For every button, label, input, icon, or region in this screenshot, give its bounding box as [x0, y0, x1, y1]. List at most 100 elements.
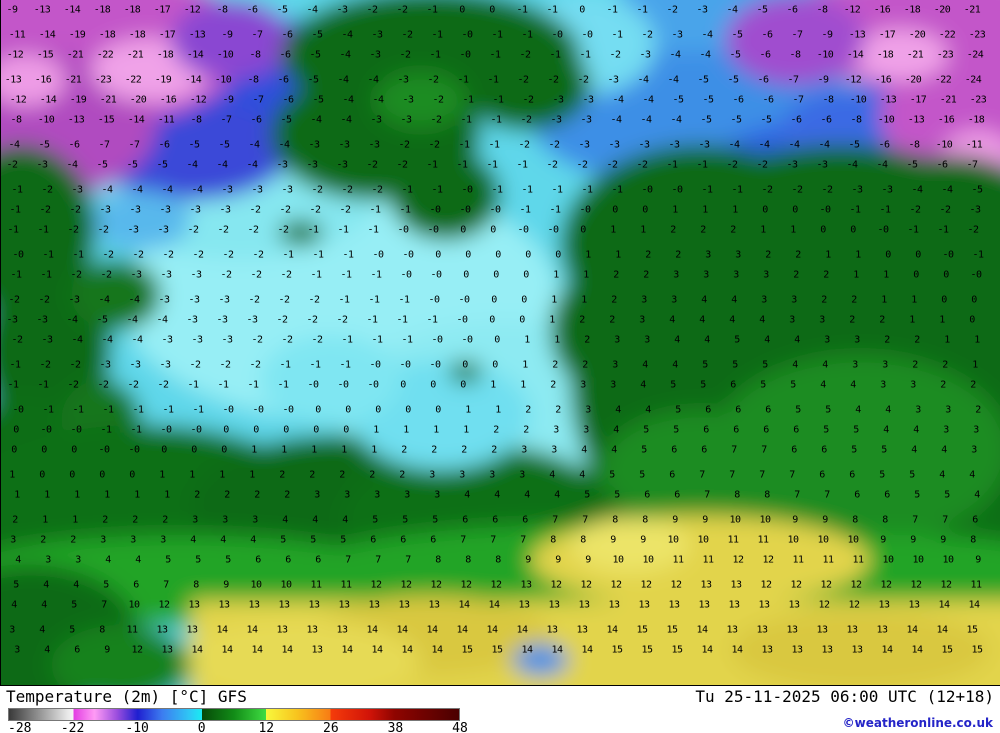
temperature-value: 14 [516, 624, 528, 636]
temperature-value: -14 [38, 29, 56, 41]
temperature-value: -1 [429, 49, 441, 61]
temperature-value: 0 [435, 404, 441, 416]
temperature-value: 0 [941, 294, 947, 306]
temperature-value: -4 [340, 114, 352, 126]
temperature-value: -3 [308, 139, 320, 151]
temperature-value: -1 [666, 159, 678, 171]
temperature-value: 4 [342, 514, 348, 526]
temperature-value: -1 [426, 159, 438, 171]
temperature-value: 0 [612, 204, 618, 216]
temperature-value: -8 [822, 94, 834, 106]
temperature-value: 15 [636, 624, 648, 636]
temperature-value: 0 [71, 444, 77, 456]
temperature-value: 4 [554, 489, 560, 501]
temperature-value: -12 [843, 4, 861, 16]
temperature-value: -1 [426, 314, 438, 326]
temperature-value: 0 [460, 379, 466, 391]
temperature-value: -7 [220, 114, 232, 126]
temperature-value: 3 [344, 489, 350, 501]
temperature-value: -1 [366, 314, 378, 326]
temperature-value: -1 [371, 334, 383, 346]
temperature-value: -12 [189, 94, 207, 106]
temperature-value: 6 [854, 489, 860, 501]
temperature-value: 4 [885, 404, 891, 416]
temperature-value: -2 [761, 184, 773, 196]
temperature-value: 3 [973, 424, 979, 436]
temperature-value: -4 [367, 74, 379, 86]
temperature-value: 13 [548, 599, 560, 611]
copyright-link[interactable]: ©weatheronline.co.uk [842, 716, 993, 730]
temperature-value: -3 [786, 159, 798, 171]
temperature-value: -22 [934, 74, 952, 86]
temperature-value: -1 [462, 94, 474, 106]
temperature-value: -12 [183, 4, 201, 16]
temperature-value: 7 [731, 444, 737, 456]
temperature-value: -3 [161, 334, 173, 346]
temperature-value: 3 [551, 444, 557, 456]
temperature-value: -9 [222, 94, 234, 106]
temperature-value: -2 [336, 314, 348, 326]
temperature-value: -4 [339, 49, 351, 61]
temperature-value: 3 [639, 314, 645, 326]
temperature-value: 6 [669, 469, 675, 481]
map-title: Temperature (2m) [°C] GFS [6, 687, 247, 706]
temperature-value: -5 [727, 74, 739, 86]
temperature-value: -2 [366, 159, 378, 171]
temperature-value: 11 [702, 554, 714, 566]
temperature-value: -12 [844, 74, 862, 86]
temperature-value: 15 [941, 644, 953, 656]
temperature-value: -1 [849, 204, 861, 216]
temperature-value: -6 [246, 4, 258, 16]
temperature-value: 2 [525, 404, 531, 416]
temperature-value: 14 [426, 624, 438, 636]
temperature-value: 13 [311, 644, 323, 656]
temperature-value: 4 [883, 424, 889, 436]
temperature-value: -2 [726, 159, 738, 171]
temperature-value: 8 [99, 624, 105, 636]
temperature-value: -4 [941, 184, 953, 196]
temperature-value: -3 [129, 204, 141, 216]
temperature-value: 5 [71, 599, 77, 611]
temperature-value: -22 [96, 49, 114, 61]
temperature-value: -5 [38, 139, 50, 151]
temperature-value: 1 [881, 294, 887, 306]
temperature-value: 8 [642, 514, 648, 526]
temperature-value: -6 [282, 94, 294, 106]
temperature-value: 4 [73, 579, 79, 591]
temperature-value: 10 [817, 534, 829, 546]
temperature-value: -0 [430, 269, 442, 281]
temperature-value: -1 [521, 29, 533, 41]
temperature-value: -3 [129, 359, 141, 371]
temperature-value: 6 [492, 514, 498, 526]
temperature-value: 13 [668, 599, 680, 611]
temperature-field-svg [1, 0, 1000, 685]
temperature-value: -2 [520, 114, 532, 126]
temperature-value: -3 [851, 184, 863, 196]
temperature-value: -2 [69, 359, 81, 371]
temperature-value: 8 [612, 514, 618, 526]
temperature-value: 12 [760, 579, 772, 591]
temperature-value: 1 [465, 404, 471, 416]
temperature-value: -2 [102, 249, 114, 261]
temperature-value: -1 [516, 4, 528, 16]
temperature-value: 14 [551, 644, 563, 656]
temperature-value: -2 [309, 204, 321, 216]
temperature-value: 14 [251, 644, 263, 656]
temperature-value: 0 [39, 469, 45, 481]
temperature-value: -0 [970, 269, 982, 281]
temperature-value: -0 [459, 49, 471, 61]
temperature-value: 13 [338, 599, 350, 611]
temperature-value: -3 [127, 224, 139, 236]
temperature-value: 14 [431, 644, 443, 656]
colorbar-label: -22 [60, 721, 85, 733]
temperature-value: 14 [216, 624, 228, 636]
temperature-value: -2 [308, 294, 320, 306]
temperature-value: -5 [218, 139, 230, 151]
temperature-value: 0 [489, 314, 495, 326]
temperature-value: -1 [487, 74, 499, 86]
temperature-value: 2 [914, 334, 920, 346]
temperature-value: -3 [969, 204, 981, 216]
temperature-value: 11 [822, 554, 834, 566]
temperature-value: 10 [128, 599, 140, 611]
temperature-value: 6 [735, 404, 741, 416]
